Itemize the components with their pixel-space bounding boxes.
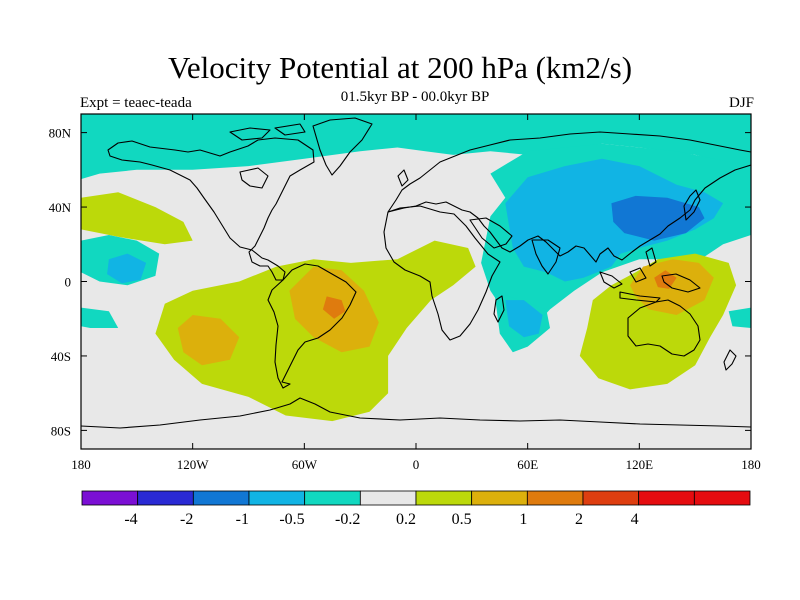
coastlines (81, 117, 751, 429)
colorbar-label: -0.2 (335, 511, 360, 528)
colorbar-swatch (415, 490, 473, 506)
y-tick-label: 40S (51, 349, 71, 364)
colorbar-label: 1 (519, 511, 527, 528)
contour-south-pacific-neg (81, 307, 119, 328)
x-tick-label: 0 (413, 457, 420, 472)
colorbar-swatch (137, 490, 194, 506)
y-tick-label: 0 (65, 275, 72, 290)
contour-south-africa-core (505, 300, 543, 338)
y-tick-label: 80S (51, 423, 71, 438)
contour-japan-deep (611, 195, 705, 241)
coastline-arctic-islands (229, 123, 306, 141)
coastline-new-zealand (723, 349, 737, 371)
y-tick-label: 80N (49, 126, 72, 141)
contour-brazil-core (322, 296, 346, 319)
contour-regions (81, 114, 751, 422)
contour-east-pacific-neg (728, 307, 751, 328)
colorbar-label: -2 (180, 511, 193, 528)
colorbar-swatch (582, 490, 640, 506)
experiment-label: Expt = teaec-teada (80, 95, 192, 111)
coastline-eurasia (387, 131, 751, 263)
coastline-japan (683, 189, 701, 221)
colorbar: -4 -2 -1 -0.5 -0.2 0.2 0.5 1 2 4 (81, 490, 751, 528)
contour-pacific-neg-core (107, 253, 147, 284)
coastline-arabia (469, 217, 513, 249)
coastline-british-isles (397, 169, 409, 187)
coastline-australia (627, 299, 701, 357)
colorbar-swatch (526, 490, 584, 506)
colorbar-label: -4 (124, 511, 137, 528)
season-label: DJF (728, 95, 754, 111)
map-subtitle: 01.5kyr BP - 00.0kyr BP (340, 89, 490, 105)
contour-arctic-band (81, 114, 751, 180)
coastline-india (531, 239, 561, 275)
x-tick-label: 120W (177, 457, 210, 472)
x-tick-label: 60E (517, 457, 538, 472)
x-tick-label: 180 (71, 457, 91, 472)
colorbar-swatch (192, 490, 250, 506)
coastline-north-america (107, 137, 315, 281)
page-title: Velocity Potential at 200 hPa (km2/s) (167, 50, 633, 85)
colorbar-swatch (81, 490, 139, 506)
coastline-antarctica (81, 397, 751, 429)
coastline-south-america (267, 263, 357, 389)
colorbar-swatch (304, 490, 361, 506)
colorbar-swatch (693, 490, 751, 506)
colorbar-label: -0.5 (279, 511, 304, 528)
colorbar-swatch (248, 490, 306, 506)
colorbar-swatch (471, 490, 528, 506)
colorbar-swatch (359, 490, 417, 506)
coastline-madagascar (493, 295, 505, 323)
x-tick-label: 120E (626, 457, 654, 472)
colorbar-label: 0.2 (396, 511, 416, 528)
contour-north-pacific-pos (81, 192, 193, 245)
coastline-greenland (312, 117, 373, 176)
colorbar-label: 4 (631, 511, 639, 528)
colorbar-swatch (638, 490, 695, 506)
coastline-hudson-bay (239, 167, 269, 189)
colorbar-label: 2 (575, 511, 583, 528)
x-tick-label: 180 (741, 457, 761, 472)
coastline-africa (383, 205, 501, 341)
x-tick-label: 60W (292, 457, 318, 472)
contour-pacific-orange (177, 315, 240, 366)
colorbar-label: -1 (236, 511, 249, 528)
colorbar-label: 0.5 (452, 511, 472, 528)
y-tick-label: 40N (49, 200, 72, 215)
axis-ticks: 180 120W 60W 0 60E 120E 180 80N 40N 0 40S 80S (49, 114, 761, 472)
